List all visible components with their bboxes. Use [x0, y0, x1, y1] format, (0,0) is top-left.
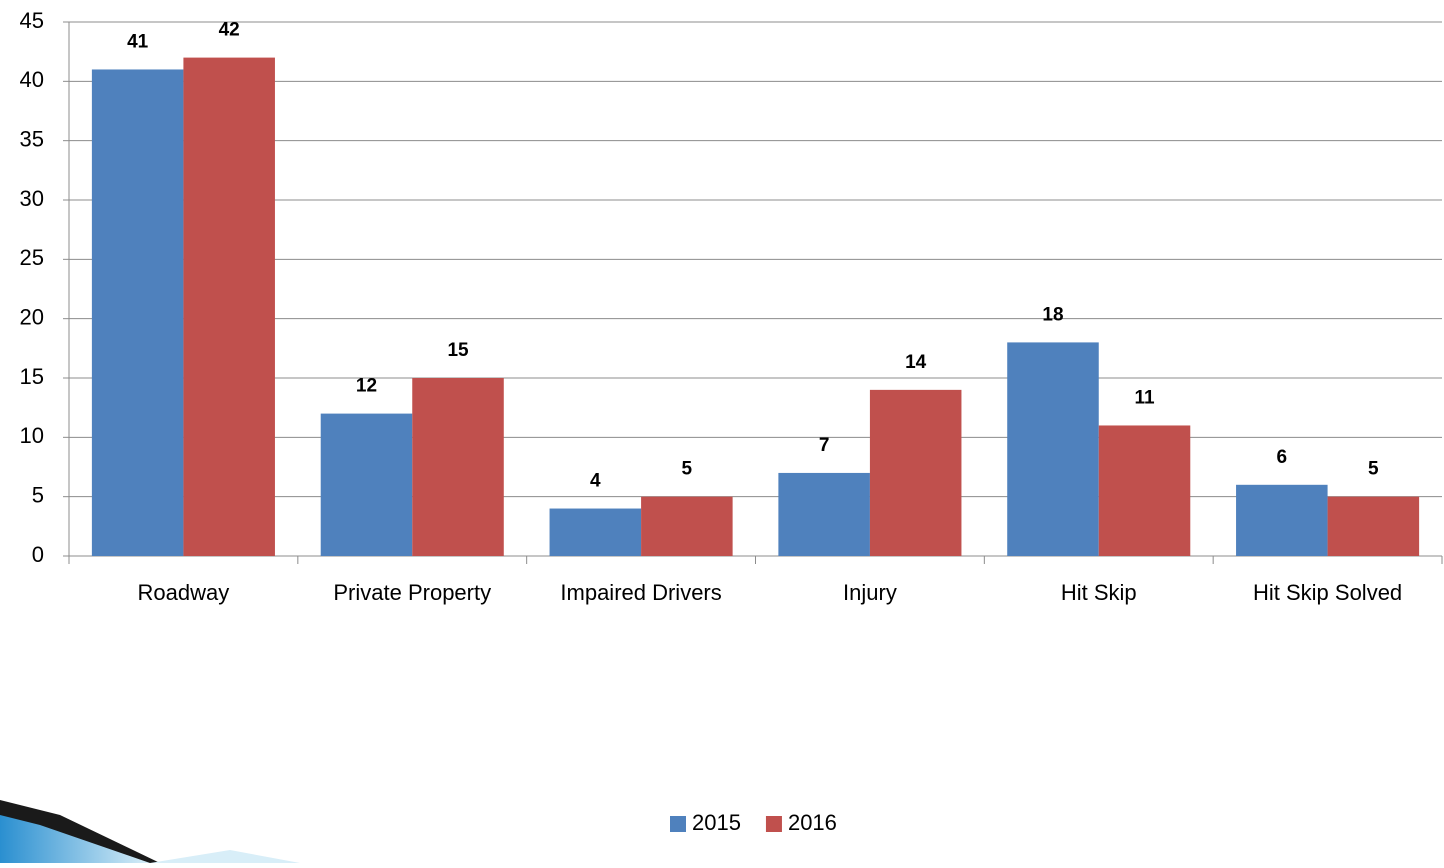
value-label: 42 — [219, 20, 240, 41]
x-tick-label: Hit Skip Solved — [1253, 580, 1402, 605]
bar — [641, 496, 733, 556]
value-label: 5 — [1368, 459, 1379, 480]
bar — [412, 378, 504, 556]
y-tick-label: 30 — [20, 186, 44, 211]
legend-label: 2016 — [788, 810, 837, 835]
decoration — [150, 850, 300, 863]
bar — [183, 57, 275, 556]
bar — [1327, 496, 1420, 556]
x-tick-label: Hit Skip — [1061, 580, 1137, 605]
y-tick-label: 45 — [20, 8, 44, 33]
x-tick-label: Impaired Drivers — [560, 580, 721, 605]
y-tick-label: 15 — [20, 364, 44, 389]
bar — [1236, 484, 1328, 556]
bar — [1007, 342, 1099, 556]
bar — [1098, 425, 1191, 556]
x-tick-label: Private Property — [333, 580, 491, 605]
legend-swatch — [670, 816, 686, 832]
y-tick-label: 10 — [20, 423, 44, 448]
bar — [778, 472, 870, 556]
value-label: 4 — [590, 471, 601, 492]
legend-label: 2015 — [692, 810, 741, 835]
value-label: 15 — [447, 340, 469, 361]
value-label: 7 — [819, 435, 830, 456]
y-tick-label: 20 — [20, 304, 44, 329]
y-tick-label: 5 — [32, 482, 44, 507]
value-label: 5 — [682, 459, 693, 480]
value-label: 18 — [1042, 304, 1063, 325]
value-label: 14 — [905, 352, 927, 373]
value-label: 12 — [356, 376, 377, 397]
value-label: 6 — [1277, 447, 1288, 468]
y-tick-label: 35 — [20, 126, 44, 151]
y-tick-label: 40 — [20, 67, 44, 92]
y-tick-label: 25 — [20, 245, 44, 270]
x-tick-label: Injury — [843, 580, 897, 605]
value-label: 41 — [127, 31, 149, 52]
y-tick-label: 0 — [32, 542, 44, 567]
x-tick-label: Roadway — [138, 580, 230, 605]
bar — [91, 69, 184, 556]
bar — [549, 508, 642, 556]
value-label: 11 — [1134, 387, 1155, 408]
bar — [869, 389, 962, 556]
bar — [320, 413, 413, 556]
legend-swatch — [765, 816, 782, 832]
decoration — [0, 815, 150, 863]
